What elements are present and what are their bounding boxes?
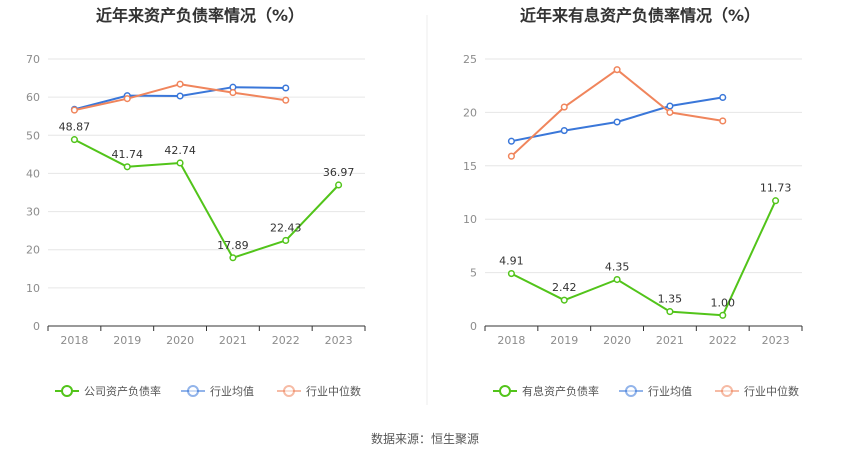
- data-point: [560, 103, 568, 111]
- legend-swatch-marker: [187, 385, 199, 397]
- y-tick-label: 15: [463, 160, 477, 173]
- data-label: 36.97: [323, 166, 355, 179]
- x-tick-label: 2021: [219, 334, 247, 347]
- legend-label: 公司资产负债率: [84, 384, 161, 398]
- legend-label: 行业均值: [648, 385, 692, 398]
- series-line: [510, 200, 777, 317]
- data-point: [613, 275, 621, 284]
- legend-swatch-marker: [625, 385, 637, 397]
- data-point: [123, 95, 131, 103]
- y-tick-label: 10: [463, 213, 477, 226]
- legend-swatch-marker: [499, 385, 511, 397]
- data-point: [719, 311, 727, 319]
- legend-item: 行业中位数: [277, 384, 361, 398]
- data-point: [176, 92, 184, 100]
- y-tick-label: 10: [26, 282, 40, 295]
- data-label: 42.74: [164, 144, 196, 157]
- data-label: 2.42: [552, 281, 577, 294]
- data-point: [507, 137, 515, 145]
- y-tick-label: 30: [26, 206, 40, 219]
- data-point: [229, 254, 237, 262]
- legend-swatch-marker: [721, 385, 733, 397]
- data-point: [70, 136, 78, 144]
- x-tick-label: 2022: [709, 334, 737, 347]
- data-label: 1.00: [711, 296, 736, 309]
- y-tick-label: 0: [470, 320, 477, 333]
- data-label: 4.35: [605, 261, 630, 274]
- data-label: 17.89: [217, 239, 249, 252]
- x-tick-label: 2018: [60, 334, 88, 347]
- y-tick-label: 50: [26, 129, 40, 142]
- data-label: 1.35: [658, 293, 683, 306]
- x-tick-label: 2020: [603, 334, 631, 347]
- legend-label: 行业中位数: [744, 384, 799, 398]
- legend-label: 行业中位数: [306, 384, 361, 398]
- series-line: [510, 68, 723, 157]
- x-tick-label: 2022: [272, 334, 300, 347]
- data-point: [613, 118, 621, 126]
- y-tick-label: 70: [26, 53, 40, 66]
- data-point: [282, 84, 290, 92]
- x-tick-label: 2021: [656, 334, 684, 347]
- data-label: 48.87: [59, 121, 91, 134]
- legend-item: 行业中位数: [715, 384, 799, 398]
- data-point: [719, 117, 727, 125]
- legend-item: 行业均值: [181, 385, 254, 398]
- data-label: 41.74: [112, 148, 144, 161]
- data-point: [123, 163, 131, 171]
- x-tick-label: 2019: [550, 334, 578, 347]
- data-label: 22.43: [270, 221, 302, 234]
- data-point: [772, 197, 780, 205]
- data-point: [666, 102, 674, 110]
- data-point: [176, 159, 184, 167]
- legend-item: 行业均值: [619, 385, 692, 398]
- series-line: [73, 138, 340, 259]
- y-tick-label: 40: [26, 167, 40, 180]
- data-point: [229, 89, 237, 97]
- data-label: 11.73: [760, 182, 792, 195]
- data-point: [560, 296, 568, 304]
- source-text: 数据来源：恒生聚源: [371, 431, 479, 446]
- data-point: [282, 236, 290, 244]
- chart-debt-ratio: 近年来资产负债率情况（%） 0 10 20 30 40 50 60 70 2018 2019 2020…: [26, 6, 366, 398]
- data-point: [507, 152, 515, 160]
- x-tick-label: 2020: [166, 334, 194, 347]
- legend-item: 有息资产负债率: [493, 384, 599, 398]
- data-point: [282, 96, 290, 104]
- legend-label: 行业均值: [210, 385, 254, 398]
- data-point: [719, 93, 727, 101]
- y-tick-label: 0: [33, 320, 40, 333]
- y-tick-label: 20: [26, 244, 40, 257]
- y-tick-label: 25: [463, 53, 477, 66]
- y-tick-label: 20: [463, 106, 477, 119]
- data-point: [613, 66, 621, 74]
- chart-title: 近年来资产负债率情况（%）: [96, 6, 304, 25]
- y-tick-label: 5: [470, 267, 477, 280]
- x-tick-label: 2019: [113, 334, 141, 347]
- x-tick-label: 2023: [762, 334, 790, 347]
- data-point: [507, 270, 515, 278]
- chart-title: 近年来有息资产负债率情况（%）: [520, 6, 760, 25]
- data-point: [176, 80, 184, 88]
- data-label: 4.91: [499, 255, 524, 268]
- data-point: [666, 308, 674, 316]
- data-point: [335, 181, 343, 189]
- legend-item: 公司资产负债率: [55, 384, 161, 398]
- data-point: [70, 106, 78, 114]
- data-point: [560, 127, 568, 135]
- legend-swatch-marker: [283, 385, 295, 397]
- data-point: [666, 108, 674, 116]
- legend-label: 有息资产负债率: [522, 384, 599, 398]
- x-tick-label: 2023: [325, 334, 353, 347]
- chart-interest-debt-ratio: 近年来有息资产负债率情况（%） 0 5 10 15 20 25 2018 2019 2020 202…: [463, 6, 803, 398]
- legend-swatch-marker: [61, 385, 73, 397]
- x-tick-label: 2018: [497, 334, 525, 347]
- y-tick-label: 60: [26, 91, 40, 104]
